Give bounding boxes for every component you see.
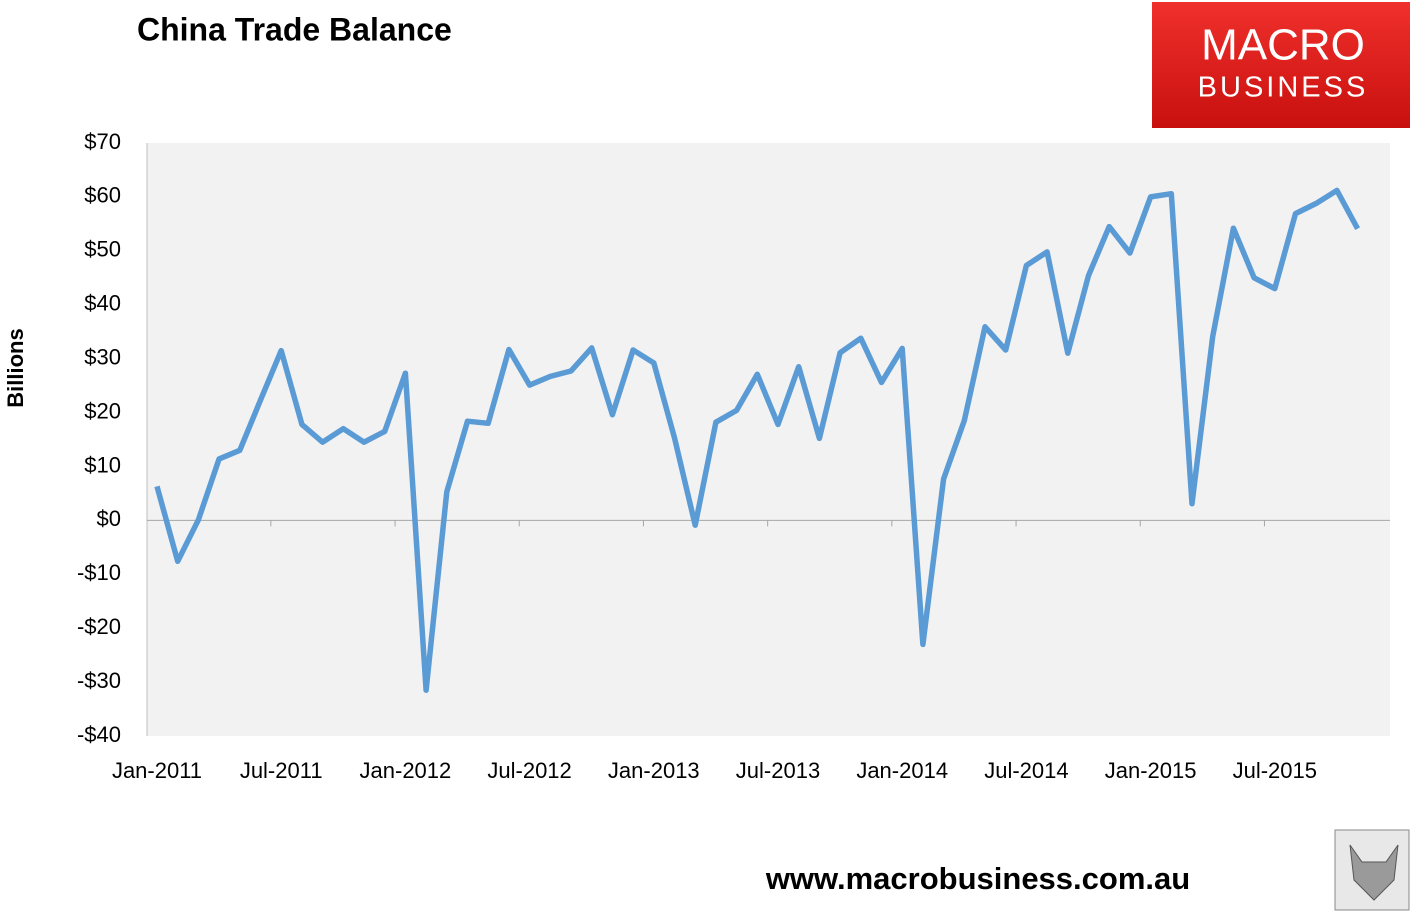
- x-tick-label: Jan-2015: [1105, 758, 1197, 783]
- x-tick-label: Jul-2012: [487, 758, 571, 783]
- y-tick-label: -$10: [77, 560, 121, 585]
- y-tick-label: $30: [84, 344, 121, 369]
- y-tick-label: $20: [84, 398, 121, 423]
- footer-url: www.macrobusiness.com.au: [765, 861, 1190, 896]
- plot-area: [147, 143, 1390, 736]
- y-tick-label: -$40: [77, 722, 121, 747]
- y-tick-label: -$30: [77, 668, 121, 693]
- y-axis-label: Billions: [3, 328, 28, 407]
- y-tick-label: $0: [97, 506, 121, 531]
- x-tick-label: Jan-2013: [608, 758, 700, 783]
- x-tick-label: Jan-2012: [360, 758, 452, 783]
- y-tick-label: $50: [84, 237, 121, 262]
- data-line: [154, 187, 1361, 693]
- y-tick-label: -$20: [77, 614, 121, 639]
- x-tick-label: Jul-2014: [984, 758, 1068, 783]
- y-tick-label: $10: [84, 452, 121, 477]
- logo-box: [1152, 2, 1410, 128]
- y-tick-label: $60: [84, 183, 121, 208]
- y-tick-label: $40: [84, 291, 121, 316]
- y-tick-label: $70: [84, 129, 121, 154]
- logo-text: BUSINESS: [1198, 72, 1369, 104]
- chart-title: China Trade Balance: [137, 11, 452, 47]
- wolf-icon-shape: [1349, 844, 1399, 901]
- x-tick-label: Jul-2011: [240, 758, 323, 783]
- x-tick-label: Jan-2014: [856, 758, 948, 783]
- x-tick-label: Jan-2011: [112, 758, 202, 783]
- x-tick-label: Jul-2015: [1233, 758, 1317, 783]
- logo-text: MACRO: [1201, 21, 1365, 70]
- x-tick-label: Jul-2013: [736, 758, 820, 783]
